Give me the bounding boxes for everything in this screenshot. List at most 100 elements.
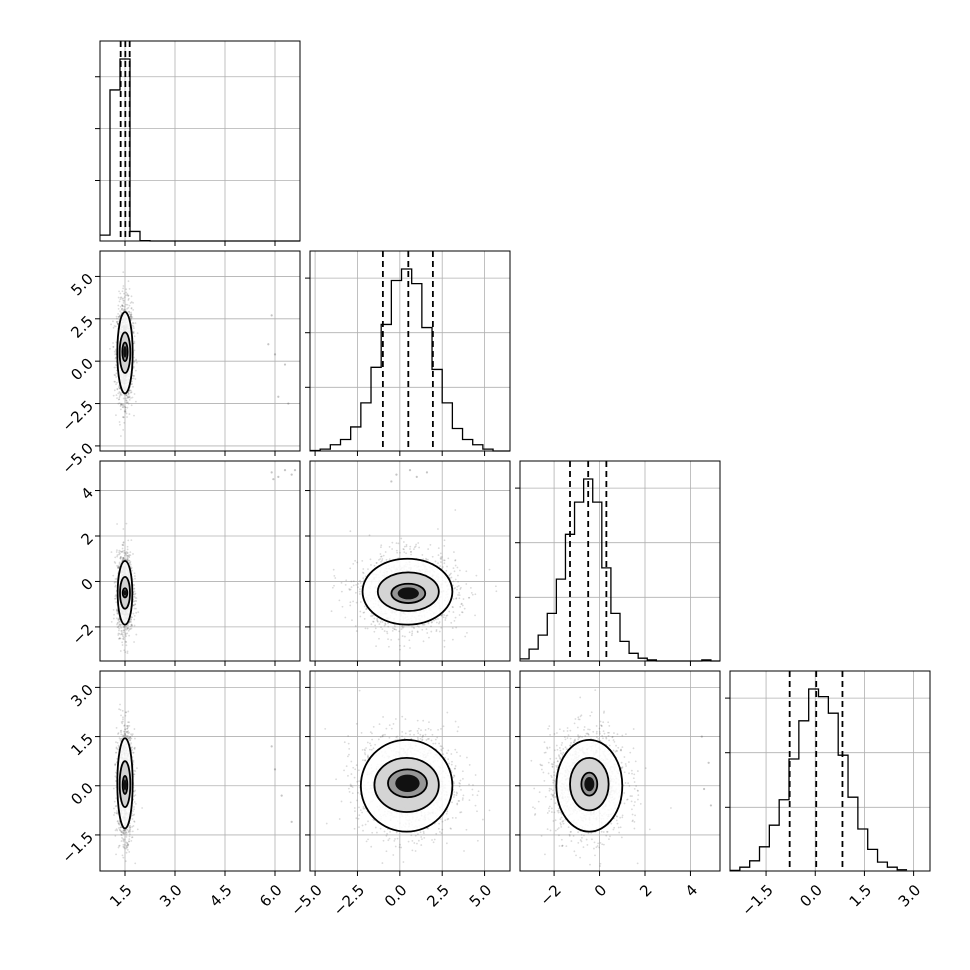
sparse-point: [280, 794, 283, 797]
x-tick-label: 5.0: [466, 881, 496, 911]
panel-background: [310, 251, 510, 451]
contour-line-1: [119, 576, 131, 610]
contour-line-2: [390, 582, 427, 604]
sparse-point: [270, 314, 273, 317]
density-layer: [110, 468, 297, 655]
y-tick-label: 4: [78, 484, 97, 503]
panel-frame: [99, 250, 301, 452]
x-tick-label: 2.5: [423, 881, 453, 911]
contour-line-0: [555, 738, 624, 833]
contour-line-2: [121, 341, 129, 363]
density-layer: [324, 689, 491, 864]
sparse-point: [395, 473, 398, 476]
density-layer: [112, 703, 293, 871]
scatter-panel-0-3: 1.5 3.0 4.5 6.0 −1.5 0.0 1.5 3.0: [59, 670, 301, 911]
contour-line-0: [116, 311, 134, 395]
contour-line-1: [569, 756, 610, 812]
y-tick-label: 5.0: [67, 270, 97, 300]
sparse-point: [390, 480, 393, 483]
contour-line-2: [121, 775, 129, 795]
grid: [730, 671, 930, 871]
sparse-point: [408, 468, 412, 472]
y-tick-label: −1.5: [59, 828, 97, 866]
y-tick-label: 0.0: [67, 779, 97, 809]
density-core: [123, 346, 127, 358]
y-tick-label: 3.0: [67, 681, 97, 711]
histogram-panel-0: [95, 40, 301, 246]
y-tick-label: −2: [69, 620, 97, 648]
contour-line-1: [118, 760, 132, 808]
panel-frame: [99, 460, 301, 662]
sparse-point: [702, 787, 706, 791]
contour-line-1: [118, 331, 132, 374]
x-tick-label: 4: [682, 881, 701, 900]
scatter-panel-2-3: −2 0 2 4: [515, 670, 721, 909]
x-tick-label: 1.5: [846, 881, 876, 911]
panel-frame: [309, 460, 511, 662]
panel-frame: [309, 670, 511, 872]
contour-line-0: [116, 560, 134, 626]
panel-background: [100, 461, 300, 661]
x-tick-label: 0.0: [796, 881, 826, 911]
histogram-panel-1: [305, 250, 511, 456]
y-tick-label: 1.5: [67, 730, 97, 760]
sparse-point: [277, 395, 280, 398]
sparse-point: [270, 471, 273, 474]
histogram-panel-2: [515, 460, 721, 666]
histogram-step: [730, 688, 908, 872]
scatter-panel-0-1: −5.0 −2.5 0.0 2.5 5.0: [59, 250, 301, 478]
contour-line-2: [387, 768, 428, 799]
density-core: [123, 779, 127, 791]
sparse-point: [277, 475, 280, 479]
y-tick-label: 0: [78, 575, 97, 594]
sparse-point: [287, 402, 290, 405]
sparse-point: [283, 468, 287, 472]
sparse-point: [270, 745, 273, 748]
x-tick-label: −2.5: [330, 881, 368, 919]
panel-frame: [519, 670, 721, 872]
y-tick-label: 2: [78, 529, 97, 548]
contour-line-0: [361, 557, 454, 626]
panel-background: [730, 671, 930, 871]
panel-background: [100, 41, 300, 241]
x-tick-label: 0.0: [381, 881, 411, 911]
scatter-panel-1-3: −5.0 −2.5 0.0 2.5 5.0: [287, 670, 511, 920]
x-tick-label: −1.5: [738, 881, 776, 919]
scatter-panel-1-2: [305, 460, 511, 666]
sparse-point: [272, 478, 275, 481]
x-tick-label: 3.0: [895, 881, 925, 911]
density-core: [395, 774, 420, 793]
density-core: [584, 776, 595, 792]
sparse-point: [293, 468, 297, 472]
y-tick-label: 2.5: [67, 312, 97, 342]
contour-line-0: [359, 738, 454, 833]
grid: [520, 461, 720, 661]
histogram-step: [310, 268, 510, 452]
x-tick-label: 4.5: [206, 881, 236, 911]
x-tick-label: 2: [636, 881, 655, 900]
density-core: [397, 587, 419, 600]
sparse-point: [267, 343, 270, 346]
sparse-point: [415, 475, 418, 479]
scatter-panel-0-2: −2 0 2 4: [69, 460, 301, 666]
sparse-point: [425, 471, 429, 474]
panel-frame: [99, 670, 301, 872]
x-tick-label: 0: [591, 881, 610, 900]
sparse-point: [709, 804, 713, 807]
contour-line-1: [373, 756, 440, 813]
x-tick-label: 1.5: [106, 881, 136, 911]
sparse-point: [283, 363, 287, 366]
histogram-step: [520, 478, 720, 662]
x-tick-label: −2: [536, 881, 564, 909]
contour-line-2: [121, 587, 129, 599]
x-tick-label: −5.0: [287, 881, 325, 919]
y-tick-label: −2.5: [59, 397, 97, 435]
density-layer: [330, 468, 498, 651]
grid: [310, 251, 510, 451]
contour-line-1: [376, 571, 440, 612]
density-layer: [109, 271, 290, 451]
sparse-point: [273, 353, 277, 356]
y-tick-label: 0.0: [67, 354, 97, 384]
density-core: [123, 589, 127, 596]
x-tick-label: 3.0: [156, 881, 186, 911]
